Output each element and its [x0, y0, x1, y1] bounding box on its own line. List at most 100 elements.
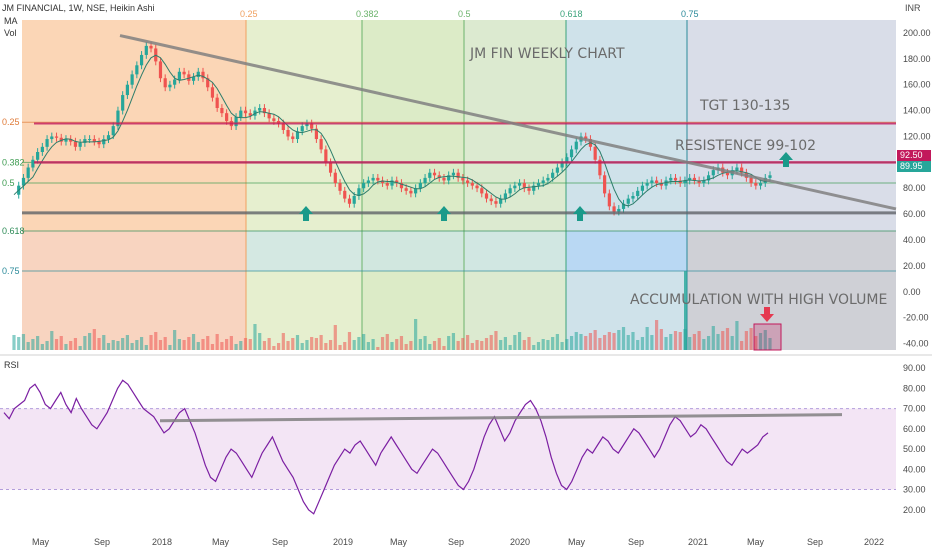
- price-axis: 200.00180.00160.00140.00120.00100.0080.0…: [903, 28, 931, 349]
- fib-price-label: 0.382: [2, 157, 25, 167]
- descending-trendline[interactable]: [119, 34, 897, 211]
- volume-bar: [466, 335, 470, 350]
- candle-body: [541, 180, 545, 184]
- volume-spike: [684, 271, 687, 350]
- rsi-axis: 90.00 80.00 70.00 60.00 50.00 40.00 30.00 20.00: [903, 363, 926, 515]
- candle-body: [187, 74, 191, 81]
- volume-bar: [291, 338, 295, 350]
- candle-body: [220, 108, 224, 114]
- volume-bar: [102, 335, 106, 350]
- volume-bar: [678, 332, 682, 350]
- up-arrow-icon: [779, 152, 793, 167]
- candle-body: [489, 198, 493, 202]
- candle-body: [380, 180, 385, 184]
- candle-body: [88, 139, 92, 141]
- candle-body: [78, 142, 82, 147]
- fib-zone-lower: [566, 230, 687, 272]
- volume-bar: [569, 336, 574, 350]
- target-annotation: TGT 130-135: [699, 98, 790, 114]
- candle-body: [480, 188, 484, 194]
- candle-body: [305, 123, 309, 127]
- vol-legend: Vol: [4, 28, 17, 38]
- candle-body: [239, 110, 243, 118]
- up-arrow-icon: [299, 206, 313, 221]
- volume-bar: [730, 336, 734, 350]
- time-axis: May Sep 2018 May Sep 2019 May Sep 2020 May Sep 2021…: [32, 537, 884, 547]
- candle-body: [69, 139, 73, 142]
- volume-bar: [418, 339, 422, 350]
- volume-bar: [612, 333, 616, 350]
- candle-body: [565, 157, 569, 163]
- volume-bar: [659, 329, 663, 350]
- volume-bar: [78, 346, 82, 350]
- accumulation-box: [753, 323, 782, 351]
- candle-body: [735, 167, 739, 171]
- candle-body: [352, 196, 356, 204]
- volume-bar: [31, 339, 35, 350]
- candle-body: [754, 183, 758, 186]
- candle-body: [333, 172, 337, 184]
- volume-bar: [135, 340, 139, 350]
- volume-bar: [310, 337, 314, 350]
- volume-bar: [12, 335, 16, 350]
- volume-bar: [395, 339, 399, 350]
- volume-bar: [603, 335, 607, 350]
- candle-body: [418, 183, 422, 189]
- rsi-band: [0, 408, 896, 490]
- candle-body: [513, 185, 517, 189]
- rsi-trendline[interactable]: [159, 413, 843, 423]
- volume-bar: [328, 340, 333, 350]
- candle-body: [182, 71, 186, 75]
- candle-body: [149, 45, 153, 49]
- volume-bar: [456, 341, 460, 350]
- volume-bar: [168, 345, 172, 350]
- volume-bar: [258, 333, 262, 350]
- volume-bar: [607, 332, 611, 350]
- volume-bar: [688, 337, 692, 350]
- candle-body: [215, 97, 219, 108]
- volume-bar: [617, 330, 621, 350]
- rsi-band-lines: [0, 408, 896, 491]
- volume-bar: [428, 344, 432, 350]
- volume-bar: [447, 336, 451, 350]
- volume-bar: [716, 334, 720, 350]
- volume-bar: [352, 340, 356, 350]
- volume-bar: [362, 334, 366, 350]
- candle-body: [725, 172, 730, 176]
- volume-bar: [50, 331, 54, 350]
- candle-body: [206, 78, 210, 88]
- candle-body: [210, 87, 215, 98]
- candle-body: [45, 139, 49, 147]
- candle-body: [692, 177, 696, 181]
- candle-body: [536, 183, 541, 186]
- volume-bar: [432, 341, 437, 350]
- volume-bar: [470, 343, 474, 350]
- candle-body: [669, 177, 673, 181]
- candle-body: [144, 45, 148, 55]
- candle-body: [655, 180, 659, 184]
- volume-bar: [26, 342, 30, 350]
- candle-body: [225, 113, 229, 121]
- candle-body: [295, 131, 300, 140]
- rsi-tick: 50.00: [903, 444, 926, 454]
- volume-bar: [88, 333, 92, 350]
- volume-bar: [598, 338, 602, 350]
- candle-body: [399, 183, 404, 189]
- volume-bar: [494, 331, 498, 350]
- candle-body: [560, 162, 564, 168]
- volume-bar: [636, 340, 640, 350]
- volume-bar: [385, 334, 389, 350]
- time-tick: 2021: [688, 537, 708, 547]
- candle-body: [451, 172, 456, 176]
- candle-body: [59, 137, 63, 142]
- candle-body: [158, 61, 163, 79]
- currency-label: INR: [905, 3, 921, 13]
- volume-bar: [347, 332, 352, 350]
- candle-body: [603, 175, 607, 194]
- candle-body: [673, 177, 678, 181]
- candle-body: [503, 193, 507, 199]
- candle-body: [546, 177, 550, 181]
- volume-bar: [692, 334, 696, 350]
- volume-bar: [163, 337, 167, 350]
